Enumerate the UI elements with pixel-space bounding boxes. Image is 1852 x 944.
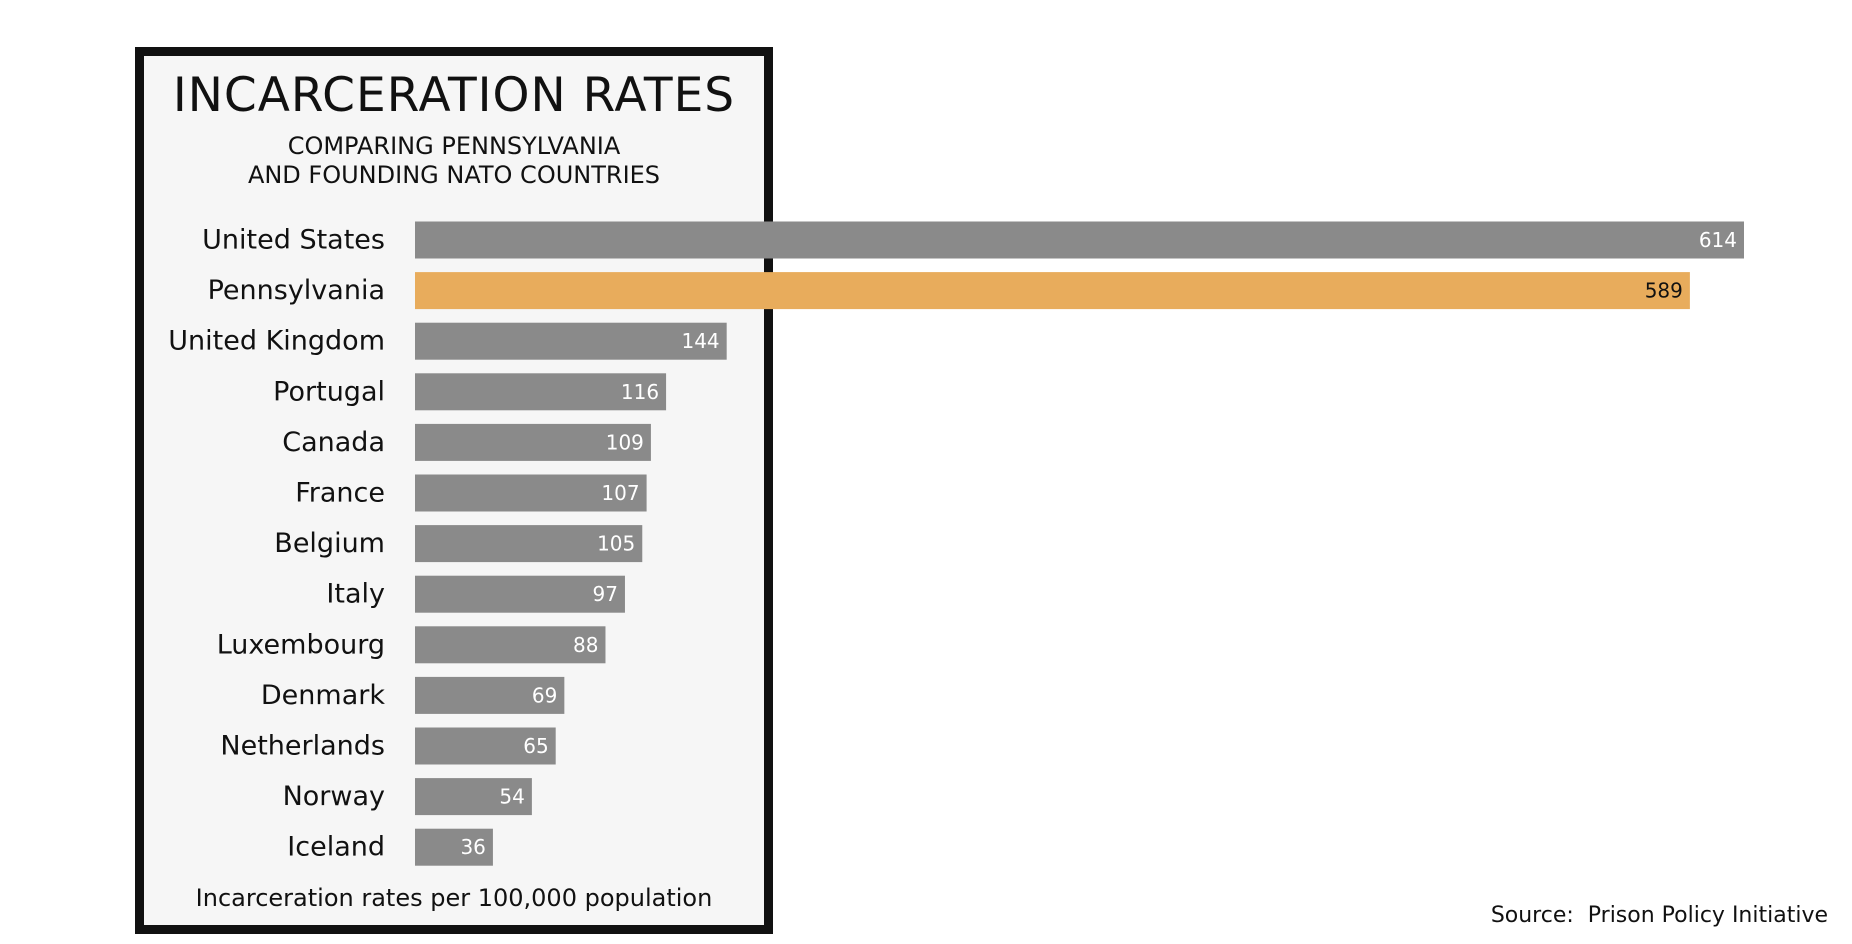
category-label-canada: Canada <box>282 427 385 458</box>
value-label-pennsylvania: 589 <box>1645 279 1683 303</box>
category-label-norway: Norway <box>283 781 385 812</box>
category-label-belgium: Belgium <box>274 528 385 559</box>
chart-footnote: Incarceration rates per 100,000 populati… <box>195 884 713 912</box>
category-label-united-states: United States <box>202 225 385 256</box>
bar-pennsylvania <box>415 272 1690 310</box>
category-label-italy: Italy <box>326 579 385 610</box>
value-label-italy: 97 <box>593 582 618 606</box>
source-credit: Source: Prison Policy Initiative <box>1490 903 1828 928</box>
bar-belgium <box>415 525 643 563</box>
bar-france <box>415 474 647 512</box>
value-label-portugal: 116 <box>621 380 659 404</box>
bar-italy <box>415 575 625 613</box>
bar-iceland <box>415 828 493 866</box>
category-label-denmark: Denmark <box>261 680 385 711</box>
category-label-portugal: Portugal <box>273 376 385 407</box>
value-label-united-kingdom: 144 <box>681 329 719 353</box>
category-label-united-kingdom: United Kingdom <box>168 326 385 357</box>
category-label-iceland: Iceland <box>287 832 385 863</box>
bar-luxembourg <box>415 626 606 664</box>
value-label-united-states: 614 <box>1699 228 1737 252</box>
chart-subtitle-line-1: COMPARING PENNSYLVANIA <box>287 132 621 160</box>
value-label-netherlands: 65 <box>523 734 548 758</box>
category-label-france: France <box>295 478 385 509</box>
value-label-denmark: 69 <box>532 683 557 707</box>
category-label-netherlands: Netherlands <box>220 731 385 762</box>
chart-title: INCARCERATION RATES <box>172 68 736 123</box>
bar-norway <box>415 778 532 816</box>
bar-united-kingdom <box>415 322 727 360</box>
bar-denmark <box>415 676 565 714</box>
category-label-pennsylvania: Pennsylvania <box>208 275 385 306</box>
value-label-luxembourg: 88 <box>573 633 598 657</box>
bar-canada <box>415 423 651 461</box>
value-label-canada: 109 <box>606 430 644 454</box>
bar-united-states <box>415 221 1744 259</box>
value-label-france: 107 <box>601 481 639 505</box>
bar-netherlands <box>415 727 556 765</box>
value-label-belgium: 105 <box>597 532 635 556</box>
value-label-iceland: 36 <box>460 835 485 859</box>
value-label-norway: 54 <box>499 785 524 809</box>
chart-subtitle-line-2: AND FOUNDING NATO COUNTRIES <box>247 161 661 189</box>
bar-portugal <box>415 373 667 411</box>
category-label-luxembourg: Luxembourg <box>217 629 385 660</box>
